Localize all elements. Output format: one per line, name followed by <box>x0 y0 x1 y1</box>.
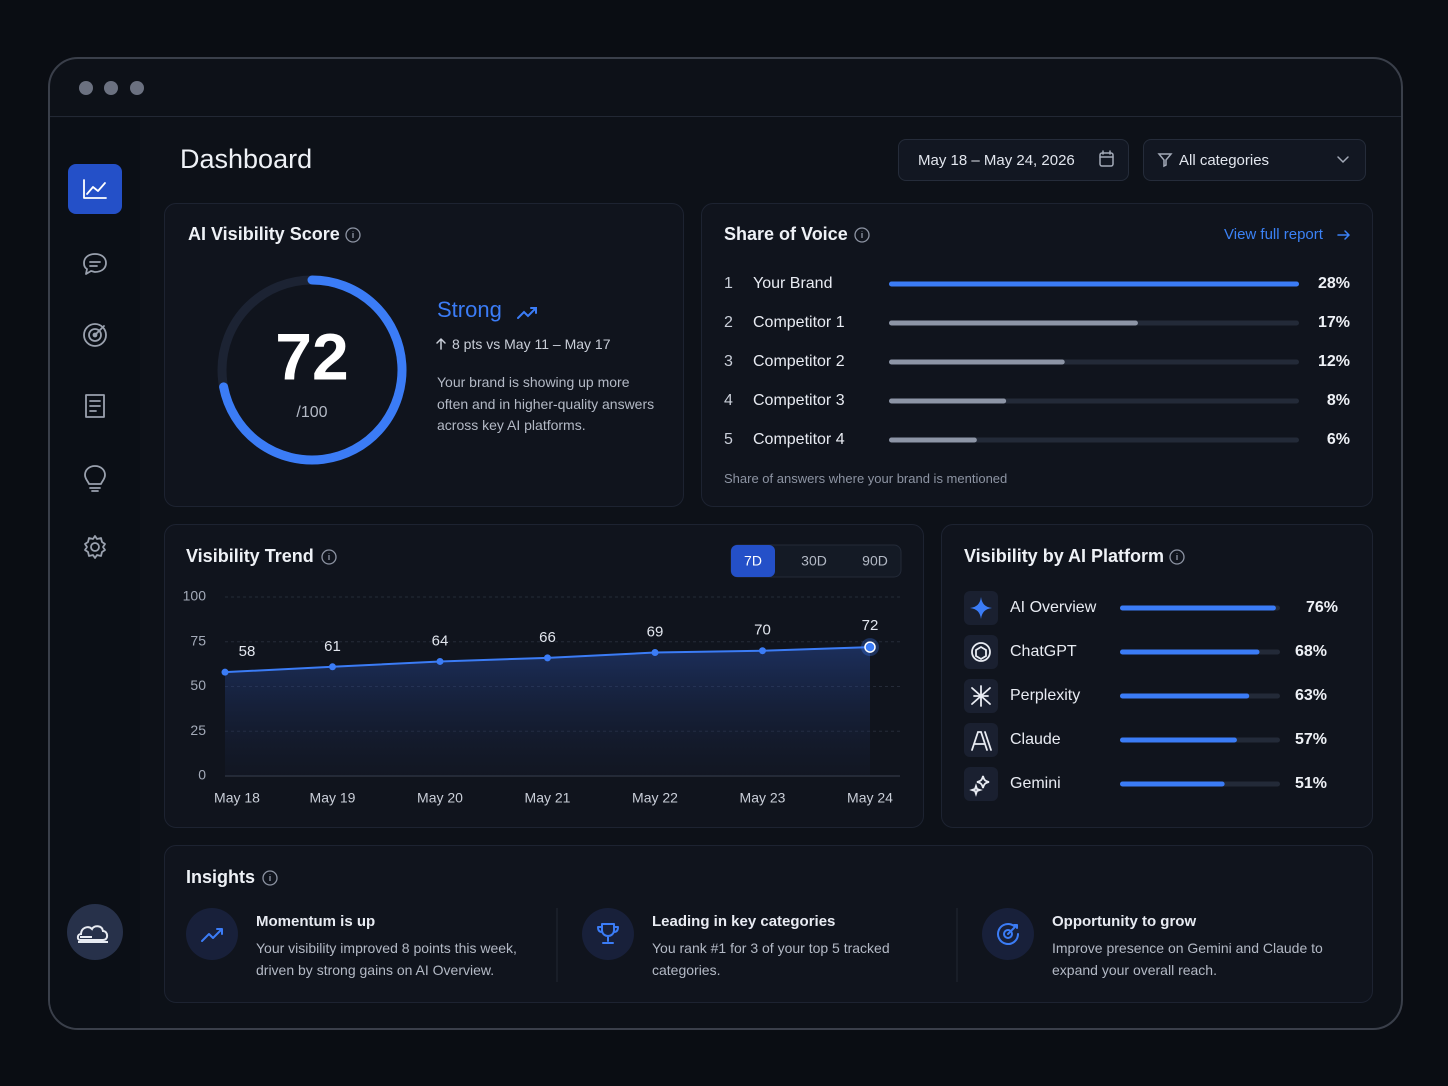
date-range: May 18 – May 24, 2026 <box>918 151 1075 169</box>
titlebar-divider <box>50 116 1401 117</box>
insight-title: Leading in key categories <box>652 913 836 930</box>
insight-title: Opportunity to grow <box>1052 913 1197 930</box>
view-report-link[interactable]: View full report <box>1224 226 1323 243</box>
insight-text: You rank #1 for 3 of your top 5 tracked … <box>652 940 890 978</box>
trend-title: Visibility Trend <box>186 546 314 566</box>
sidebar <box>50 118 140 1028</box>
date-picker[interactable]: May 18 – May 24, 2026 <box>898 139 1129 181</box>
rating: Strong <box>437 297 502 322</box>
share-card <box>701 203 1373 507</box>
insights-card <box>164 845 1373 1003</box>
insight-text: Improve presence on Gemini and Claude to… <box>1052 940 1323 978</box>
score-change: 8 pts vs May 11 – May 17 <box>452 336 611 352</box>
trend-card <box>164 524 924 828</box>
share-footnote: Share of answers where your brand is men… <box>724 471 1008 486</box>
score-description: Your brand is showing up more often and … <box>437 374 655 433</box>
category-filter: All categories <box>1179 151 1270 169</box>
page-title: Dashboard <box>180 144 313 174</box>
score-card <box>164 203 684 507</box>
category-dropdown[interactable]: All categories <box>1143 139 1366 181</box>
platform-card <box>941 524 1373 828</box>
insight-title: Momentum is up <box>256 913 376 930</box>
insights-title: Insights <box>186 867 256 887</box>
share-title: Share of Voice <box>724 224 848 244</box>
platform-title: Visibility by AI Platform <box>964 546 1165 566</box>
score-title: AI Visibility Score <box>188 224 340 244</box>
insight-text: Your visibility improved 8 points this w… <box>256 940 517 978</box>
